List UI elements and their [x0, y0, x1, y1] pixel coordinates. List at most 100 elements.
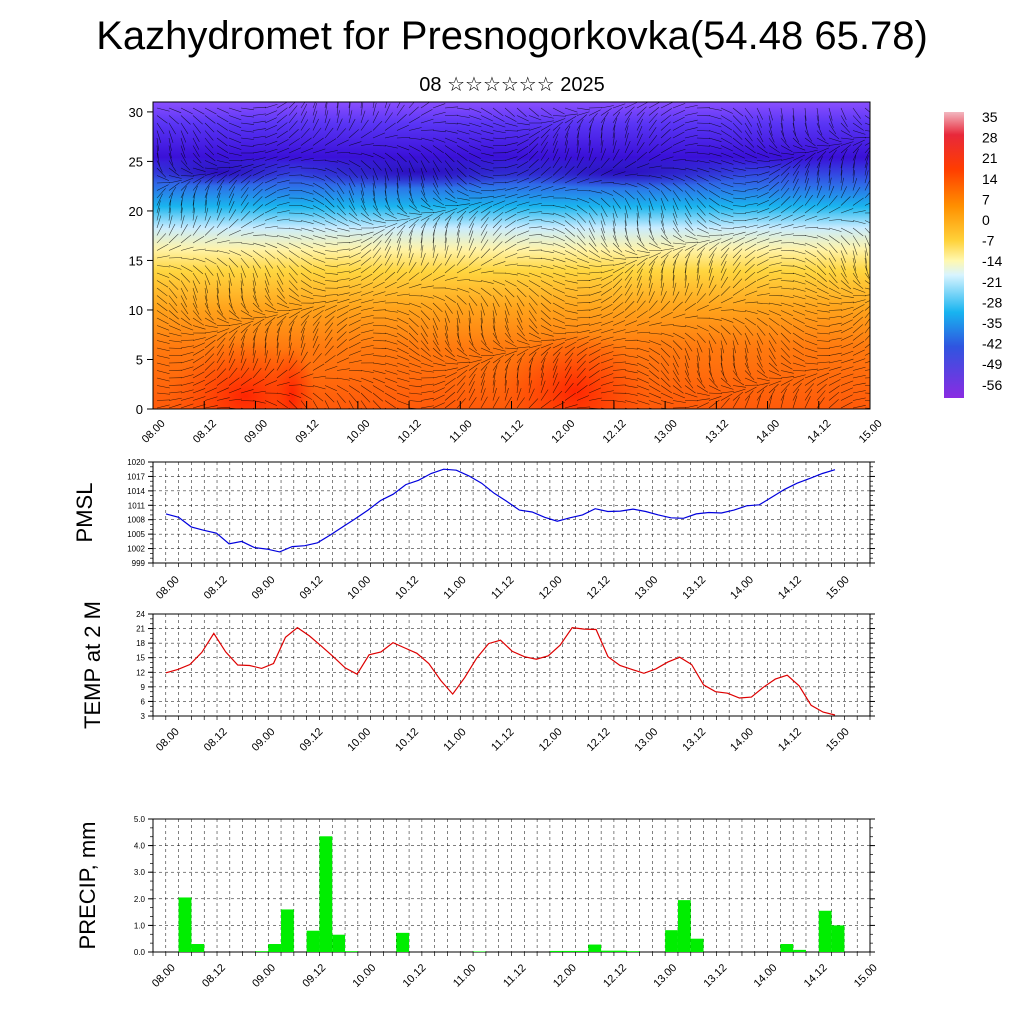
precip-bar — [677, 900, 691, 952]
y-tick-label: 1005 — [127, 530, 145, 539]
wind-barb — [768, 362, 779, 372]
wind-barb — [552, 115, 566, 117]
wind-barb — [420, 190, 428, 203]
wind-barb — [432, 362, 446, 367]
y-tick-label: 999 — [132, 559, 146, 568]
wind-barb — [516, 216, 530, 221]
wind-barb — [564, 310, 578, 314]
wind-barb — [756, 152, 770, 158]
wind-barb — [564, 120, 574, 131]
wind-barb — [504, 235, 516, 244]
wind-barb — [672, 245, 686, 251]
wind-barb — [708, 175, 722, 181]
wind-barb — [408, 370, 422, 374]
wind-barb — [216, 185, 222, 199]
wind-barb — [156, 175, 170, 181]
wind-barb — [708, 275, 714, 289]
wind-barb — [780, 157, 794, 161]
wind-barb — [768, 247, 782, 251]
wind-barb — [852, 280, 864, 289]
wind-barb — [600, 118, 606, 131]
wind-barb — [828, 185, 835, 199]
wind-barb — [792, 154, 805, 161]
temperature-series-line — [165, 626, 836, 716]
wind-barb — [624, 212, 627, 226]
wind-barb — [228, 388, 242, 394]
x-tick-label: 10.00 — [345, 574, 373, 602]
wind-barb — [324, 182, 335, 193]
wind-barb — [324, 160, 338, 163]
precip-bar — [473, 951, 486, 952]
wind-barb — [324, 407, 326, 409]
wind-barb — [720, 398, 730, 409]
wind-barb — [576, 250, 589, 258]
wind-barb — [156, 160, 163, 173]
wind-barb — [312, 328, 319, 341]
wind-barb — [588, 242, 599, 253]
wind-barb — [408, 127, 422, 131]
wind-barb — [684, 227, 696, 237]
wind-barb — [432, 137, 446, 143]
wind-barb — [312, 392, 324, 402]
wind-barb — [492, 280, 506, 286]
wind-barb — [528, 126, 542, 131]
y-tick-label: 18 — [136, 639, 145, 648]
wind-barb — [156, 184, 169, 191]
wind-barb — [312, 197, 325, 206]
wind-barb — [648, 267, 653, 281]
x-tick-label: 13.00 — [652, 418, 680, 446]
wind-barb — [708, 234, 723, 236]
wind-barb — [468, 107, 482, 113]
wind-barb — [480, 115, 493, 122]
wind-barb — [660, 275, 663, 289]
wind-barb — [384, 152, 396, 161]
wind-barb — [672, 392, 686, 399]
wind-barb — [192, 257, 206, 263]
wind-barb — [396, 262, 405, 274]
wind-barb — [468, 190, 482, 194]
wind-barb — [792, 374, 806, 379]
wind-barb — [264, 342, 267, 356]
wind-barb — [204, 179, 213, 191]
wind-barb — [264, 314, 278, 319]
wind-barb — [636, 310, 648, 319]
wind-barb — [504, 350, 518, 356]
wind-barb — [192, 107, 205, 115]
wind-barb — [516, 287, 527, 298]
wind-barb — [480, 357, 493, 364]
wind-barb — [852, 309, 864, 319]
wind-barb — [684, 303, 696, 311]
wind-barb — [264, 295, 274, 306]
wind-barb — [240, 180, 250, 191]
wind-barb — [444, 145, 456, 153]
wind-barb — [768, 302, 782, 306]
wind-barb — [540, 257, 554, 261]
wind-barb — [672, 175, 685, 182]
wind-barb — [648, 347, 661, 356]
wind-barb — [348, 400, 354, 409]
colorbar-tick-label: -28 — [982, 294, 1002, 310]
wind-barb — [516, 107, 527, 117]
x-tick-label: 14.12 — [776, 726, 804, 754]
wind-barb — [372, 240, 382, 251]
wind-barb — [372, 272, 384, 281]
wind-barb — [864, 280, 870, 285]
wind-barb — [732, 205, 746, 207]
wind-barb — [600, 288, 612, 296]
x-tick-label: 12.12 — [601, 962, 629, 990]
wind-barb — [360, 282, 373, 289]
wind-barb — [252, 335, 256, 349]
wind-barb — [864, 146, 870, 154]
wind-barb — [408, 137, 422, 140]
wind-barb — [240, 202, 249, 214]
wind-barb — [588, 148, 594, 161]
wind-barb — [708, 253, 715, 266]
wind-barb — [204, 122, 215, 133]
wind-barb — [408, 152, 418, 163]
wind-barb — [540, 107, 552, 116]
wind-barb — [672, 260, 677, 274]
wind-barb — [540, 141, 548, 154]
wind-barb — [264, 400, 278, 406]
wind-barb — [804, 215, 818, 221]
wind-barb — [348, 407, 350, 409]
